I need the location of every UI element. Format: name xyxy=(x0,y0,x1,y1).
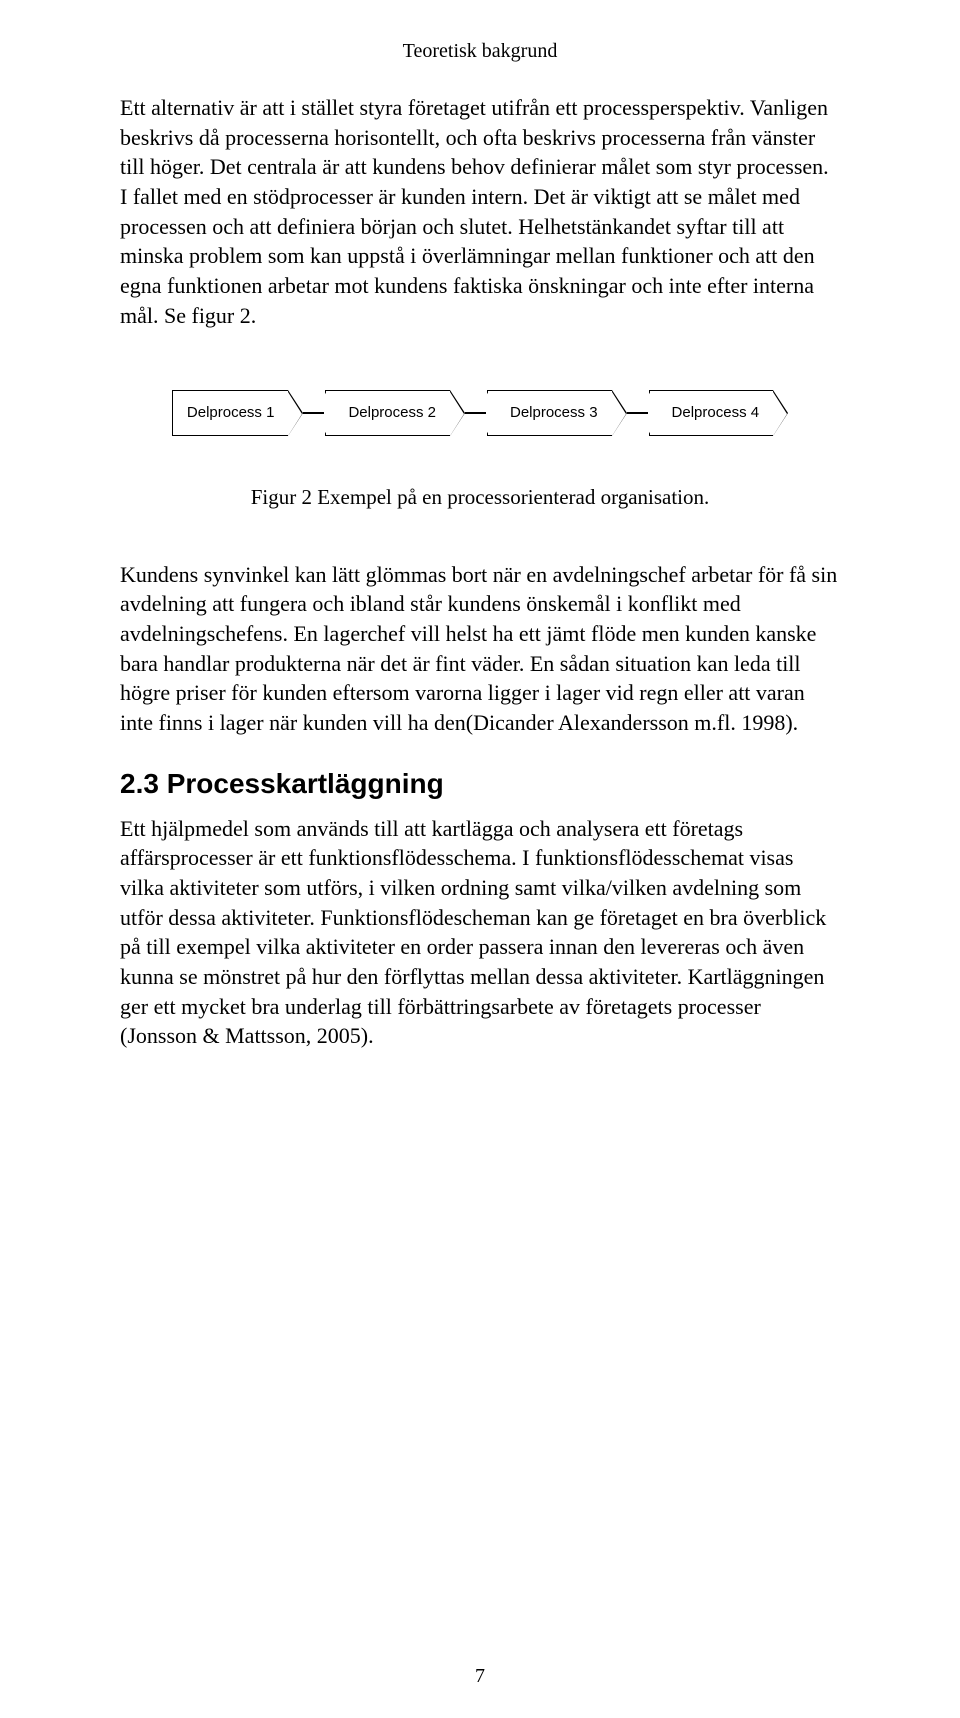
flow-node-label: Delprocess 2 xyxy=(325,390,450,436)
figure-2: Delprocess 1 Delprocess 2 Delprocess 3 D… xyxy=(120,391,840,435)
flow-connector xyxy=(465,412,487,414)
figure-caption: Figur 2 Exempel på en processorienterad … xyxy=(120,485,840,510)
flow-node: Delprocess 3 xyxy=(487,391,627,435)
flow-node-label: Delprocess 1 xyxy=(172,390,289,436)
flow-node-label: Delprocess 4 xyxy=(649,390,774,436)
process-flow: Delprocess 1 Delprocess 2 Delprocess 3 D… xyxy=(172,391,788,435)
section-heading-2-3: 2.3 Processkartläggning xyxy=(120,768,840,800)
flow-connector xyxy=(303,412,325,414)
paragraph-3: Ett hjälpmedel som används till att kart… xyxy=(120,814,840,1052)
flow-node: Delprocess 2 xyxy=(325,391,465,435)
paragraph-2: Kundens synvinkel kan lätt glömmas bort … xyxy=(120,560,840,738)
paragraph-1: Ett alternativ är att i stället styra fö… xyxy=(120,93,840,331)
flow-node-label: Delprocess 3 xyxy=(487,390,612,436)
flow-node: Delprocess 4 xyxy=(649,391,789,435)
running-head: Teoretisk bakgrund xyxy=(120,40,840,63)
document-page: Teoretisk bakgrund Ett alternativ är att… xyxy=(0,0,960,1718)
flow-node: Delprocess 1 xyxy=(172,391,304,435)
page-number: 7 xyxy=(0,1665,960,1688)
flow-connector xyxy=(627,412,649,414)
